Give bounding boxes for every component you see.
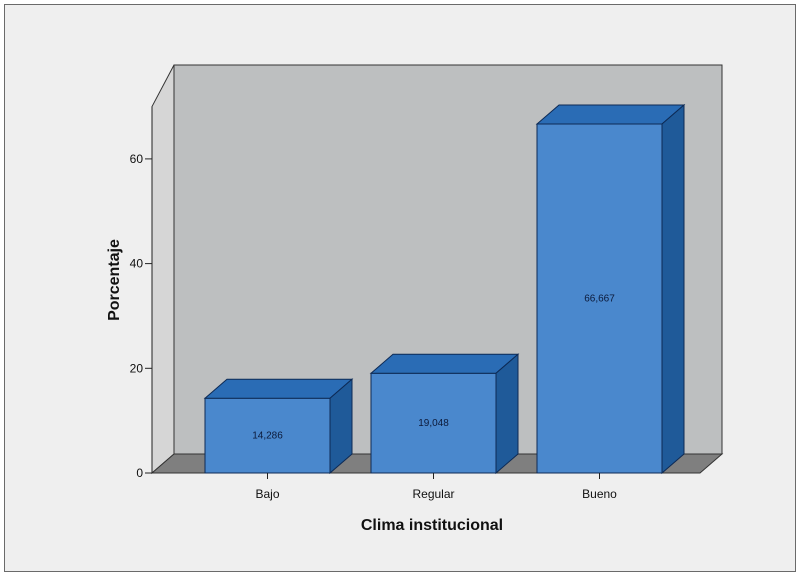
bar-regular: 19,048 <box>369 353 520 475</box>
bar-top-bajo <box>203 378 354 399</box>
x-tick-label-bajo: Bajo <box>255 487 279 501</box>
y-tick-label-40: 40 <box>130 257 144 271</box>
bar-bueno: 66,667 <box>535 103 686 475</box>
y-tick-label-20: 20 <box>130 361 144 375</box>
x-tick-label-bueno: Bueno <box>582 487 617 501</box>
bar-front-regular <box>370 372 497 474</box>
bar-top-bueno <box>535 104 686 125</box>
y-tick-label-60: 60 <box>130 152 144 166</box>
bar-side-bajo <box>329 378 353 475</box>
bars: 14,286 19,048 66,667 <box>203 103 686 475</box>
x-axis-labels: Bajo Regular Bueno <box>255 473 617 501</box>
data-label-bueno: 66,667 <box>584 293 615 304</box>
y-tick-label-0: 0 <box>136 466 143 480</box>
bar-side-bueno <box>661 103 685 475</box>
bar-bajo: 14,286 <box>203 378 354 475</box>
bar-top-regular <box>369 353 520 374</box>
side-wall <box>151 64 175 475</box>
data-label-bajo: 14,286 <box>252 431 283 442</box>
y-axis: 0 20 40 60 <box>130 106 153 480</box>
y-axis-title: Porcentaje <box>106 239 123 321</box>
bar-side-regular <box>495 353 519 475</box>
bar-front-bueno <box>536 123 663 474</box>
x-tick-label-regular: Regular <box>412 487 454 501</box>
x-axis-title: Clima institucional <box>361 517 503 534</box>
data-label-regular: 19,048 <box>418 418 449 429</box>
